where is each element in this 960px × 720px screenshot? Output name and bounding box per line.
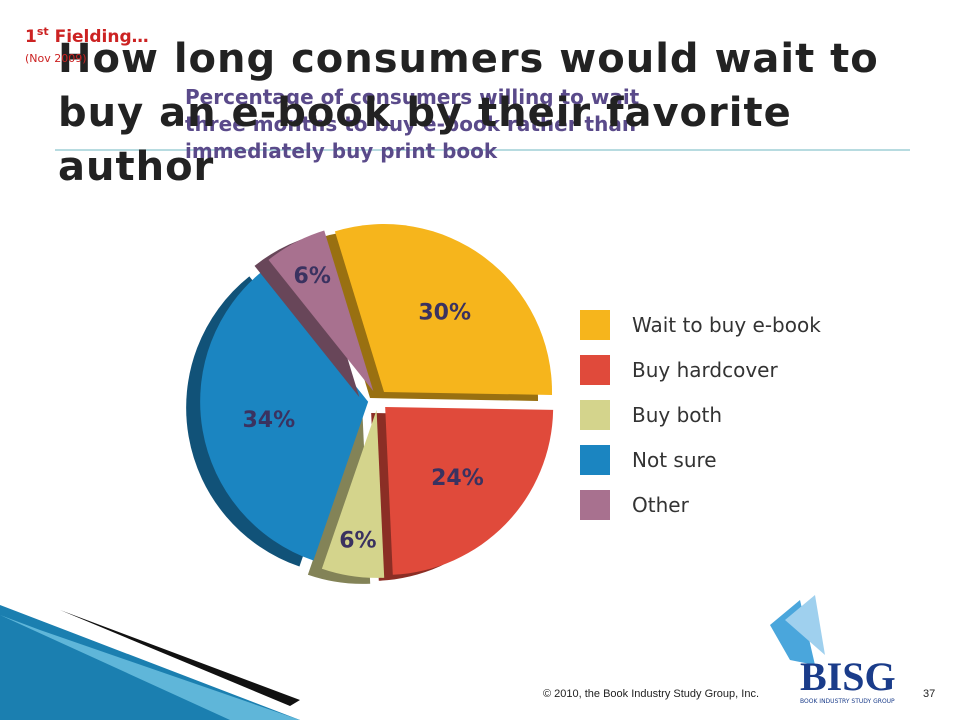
data-label: 24% bbox=[431, 466, 484, 491]
pie-slice bbox=[385, 406, 554, 575]
logo-sub: BOOK INDUSTRY STUDY GROUP bbox=[800, 698, 895, 705]
pie-slice-side bbox=[254, 236, 360, 398]
legend-label: Buy hardcover bbox=[632, 358, 778, 382]
pie: 30% 24% 6% 34% 6% bbox=[186, 224, 554, 584]
legend-label: Other bbox=[632, 493, 690, 517]
decoration bbox=[0, 605, 300, 720]
decoration bbox=[60, 610, 300, 706]
fielding-number: 1 bbox=[25, 27, 37, 47]
copyright: © 2010, the Book Industry Study Group, I… bbox=[543, 688, 759, 700]
fielding-text: Fielding… bbox=[55, 27, 149, 47]
data-label: 30% bbox=[418, 301, 471, 326]
fielding: 1st Fielding… bbox=[25, 25, 149, 47]
legend-label: Not sure bbox=[632, 448, 717, 472]
legend-swatch bbox=[580, 400, 610, 430]
legend-label: Buy both bbox=[632, 403, 722, 427]
legend-label: Wait to buy e-book bbox=[632, 313, 821, 337]
logo: BISG bbox=[800, 654, 896, 699]
data-label: 34% bbox=[242, 408, 295, 433]
data-label: 6% bbox=[294, 264, 331, 289]
legend-swatch bbox=[580, 445, 610, 475]
page-number: 37 bbox=[923, 688, 935, 700]
legend: Wait to buy e-book Buy hardcover Buy both N… bbox=[580, 310, 821, 520]
data-label: 6% bbox=[339, 529, 376, 554]
legend-swatch bbox=[580, 310, 610, 340]
fielding-suffix: st bbox=[37, 25, 49, 38]
chart-subtitle: Percentage of consumers willing to wait … bbox=[185, 85, 646, 163]
pie-slice bbox=[200, 270, 369, 561]
legend-swatch bbox=[580, 490, 610, 520]
legend-swatch bbox=[580, 355, 610, 385]
pie-slice bbox=[268, 230, 374, 392]
chart-title: How long consumers would wait to buy an … bbox=[58, 36, 894, 190]
date: (Nov 2009) bbox=[25, 52, 87, 65]
pie-slice bbox=[321, 409, 385, 578]
logo-mark bbox=[785, 595, 825, 655]
pie-slice bbox=[334, 224, 553, 395]
